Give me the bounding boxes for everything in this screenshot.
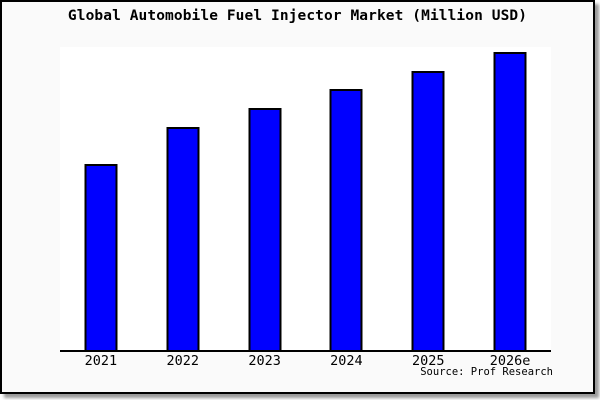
- x-axis-line: [60, 350, 551, 352]
- plot-area: [60, 47, 551, 350]
- bar-2026e: [493, 52, 527, 350]
- bar-2024: [329, 89, 363, 350]
- x-tick-label-2023: 2023: [248, 353, 281, 369]
- bar-2021: [84, 164, 118, 350]
- x-tick-label-2022: 2022: [166, 353, 200, 369]
- chart-frame: Global Automobile Fuel Injector Market (…: [0, 0, 595, 394]
- x-tick-label-2025: 2025: [411, 353, 445, 369]
- x-tick-label-2021: 2021: [84, 353, 118, 369]
- chart-title: Global Automobile Fuel Injector Market (…: [67, 8, 528, 24]
- bar-2025: [411, 71, 445, 350]
- bar-2023: [248, 108, 282, 350]
- bar-2022: [166, 127, 200, 350]
- source-note: Source: Prof Research: [420, 366, 553, 378]
- x-tick-label-2024: 2024: [330, 353, 363, 369]
- x-tick-label-2026e: 2026e: [489, 353, 531, 369]
